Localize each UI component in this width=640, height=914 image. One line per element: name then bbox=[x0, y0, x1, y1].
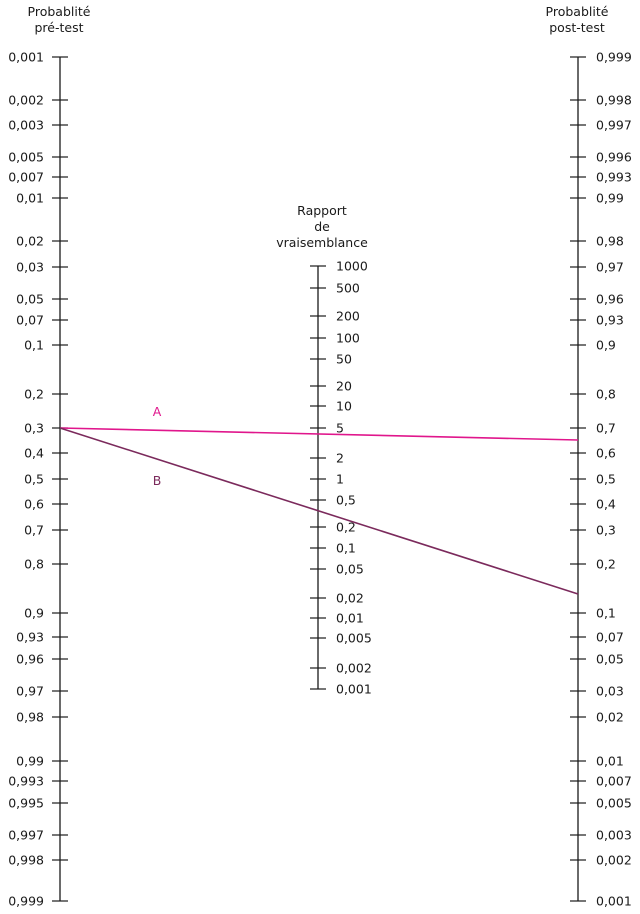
pretest-tick-label: 0,05 bbox=[16, 292, 44, 307]
lr-title-line3: vraisemblance bbox=[276, 235, 368, 250]
pretest-title-line2: pré-test bbox=[34, 20, 84, 35]
posttest-tick-label: 0,05 bbox=[596, 652, 624, 667]
likelihood-ratio-tick-label: 0,1 bbox=[336, 541, 356, 556]
pretest-tick-label: 0,99 bbox=[16, 754, 44, 769]
posttest-tick-label: 0,7 bbox=[596, 421, 616, 436]
line-a-label: A bbox=[153, 404, 162, 419]
pretest-tick-label: 0,6 bbox=[24, 497, 44, 512]
likelihood-ratio-tick-label: 0,2 bbox=[336, 520, 356, 535]
posttest-tick-label: 0,007 bbox=[596, 774, 632, 789]
likelihood-ratio-tick-label: 0,005 bbox=[336, 631, 372, 646]
posttest-tick-label: 0,96 bbox=[596, 292, 624, 307]
posttest-tick-label: 0,93 bbox=[596, 313, 624, 328]
line-a bbox=[59, 427, 579, 441]
posttest-tick-label: 0,005 bbox=[596, 796, 632, 811]
posttest-tick-label: 0,8 bbox=[596, 387, 616, 402]
line-b-label: B bbox=[153, 473, 162, 488]
pretest-tick-label: 0,02 bbox=[16, 234, 44, 249]
pretest-tick-label: 0,03 bbox=[16, 260, 44, 275]
likelihood-ratio-tick-label: 0,5 bbox=[336, 493, 356, 508]
pretest-tick-label: 0,97 bbox=[16, 684, 44, 699]
posttest-tick-label: 0,3 bbox=[596, 523, 616, 538]
posttest-tick-label: 0,996 bbox=[596, 150, 632, 165]
posttest-tick-label: 0,002 bbox=[596, 853, 632, 868]
pretest-tick-label: 0,002 bbox=[8, 93, 44, 108]
posttest-tick-label: 0,003 bbox=[596, 828, 632, 843]
lr-title-line1: Rapport bbox=[297, 203, 347, 218]
posttest-tick-label: 0,997 bbox=[596, 118, 632, 133]
likelihood-ratio-tick-label: 0,001 bbox=[336, 682, 372, 697]
pretest-tick-label: 0,7 bbox=[24, 523, 44, 538]
pretest-tick-label: 0,5 bbox=[24, 472, 44, 487]
pretest-tick-label: 0,93 bbox=[16, 630, 44, 645]
posttest-tick-label: 0,98 bbox=[596, 234, 624, 249]
likelihood-ratio-tick-label: 0,01 bbox=[336, 611, 364, 626]
pretest-tick-label: 0,993 bbox=[8, 774, 44, 789]
posttest-title-line2: post-test bbox=[549, 20, 605, 35]
pretest-tick-label: 0,995 bbox=[8, 796, 44, 811]
posttest-tick-label: 0,998 bbox=[596, 93, 632, 108]
likelihood-ratio-tick-label: 200 bbox=[336, 309, 360, 324]
pretest-title-line1: Probablité bbox=[27, 4, 91, 19]
posttest-tick-label: 0,2 bbox=[596, 557, 616, 572]
posttest-tick-label: 0,02 bbox=[596, 710, 624, 725]
posttest-tick-label: 0,999 bbox=[596, 50, 632, 65]
pretest-title: Probablité pré-test bbox=[14, 4, 104, 36]
pretest-tick-label: 0,2 bbox=[24, 387, 44, 402]
posttest-tick-label: 0,1 bbox=[596, 606, 616, 621]
posttest-tick-label: 0,97 bbox=[596, 260, 624, 275]
pretest-tick-label: 0,4 bbox=[24, 446, 44, 461]
posttest-tick-label: 0,993 bbox=[596, 170, 632, 185]
likelihood-ratio-tick-label: 1000 bbox=[336, 259, 368, 274]
posttest-title-line1: Probablité bbox=[545, 4, 609, 19]
likelihood-ratio-title: Rapport de vraisemblance bbox=[267, 203, 377, 251]
posttest-tick-label: 0,001 bbox=[596, 894, 632, 909]
likelihood-ratio-tick-label: 0,05 bbox=[336, 562, 364, 577]
likelihood-ratio-tick-label: 5 bbox=[336, 421, 344, 436]
posttest-tick-label: 0,99 bbox=[596, 191, 624, 206]
pretest-tick-label: 0,9 bbox=[24, 606, 44, 621]
posttest-tick-label: 0,4 bbox=[596, 497, 616, 512]
likelihood-ratio-tick-label: 100 bbox=[336, 331, 360, 346]
pretest-tick-label: 0,997 bbox=[8, 828, 44, 843]
pretest-tick-label: 0,003 bbox=[8, 118, 44, 133]
pretest-tick-label: 0,01 bbox=[16, 191, 44, 206]
posttest-tick-label: 0,03 bbox=[596, 684, 624, 699]
pretest-tick-label: 0,998 bbox=[8, 853, 44, 868]
line-b bbox=[59, 427, 579, 595]
likelihood-ratio-tick-label: 2 bbox=[336, 451, 344, 466]
posttest-title: Probablité post-test bbox=[532, 4, 622, 36]
posttest-tick-label: 0,6 bbox=[596, 446, 616, 461]
posttest-tick-label: 0,9 bbox=[596, 338, 616, 353]
lr-title-line2: de bbox=[314, 219, 330, 234]
pretest-tick-label: 0,3 bbox=[24, 421, 44, 436]
pretest-tick-label: 0,1 bbox=[24, 338, 44, 353]
pretest-tick-label: 0,001 bbox=[8, 50, 44, 65]
posttest-tick-label: 0,07 bbox=[596, 630, 624, 645]
pretest-tick-label: 0,07 bbox=[16, 313, 44, 328]
likelihood-ratio-tick-label: 50 bbox=[336, 352, 352, 367]
pretest-tick-label: 0,96 bbox=[16, 652, 44, 667]
likelihood-ratio-tick-label: 20 bbox=[336, 379, 352, 394]
likelihood-ratio-tick-label: 0,002 bbox=[336, 661, 372, 676]
pretest-tick-label: 0,999 bbox=[8, 894, 44, 909]
pretest-tick-label: 0,98 bbox=[16, 710, 44, 725]
pretest-tick-label: 0,8 bbox=[24, 557, 44, 572]
likelihood-ratio-tick-label: 10 bbox=[336, 399, 352, 414]
pretest-tick-label: 0,005 bbox=[8, 150, 44, 165]
posttest-tick-label: 0,01 bbox=[596, 754, 624, 769]
likelihood-ratio-tick-label: 0,02 bbox=[336, 591, 364, 606]
likelihood-ratio-tick-label: 1 bbox=[336, 472, 344, 487]
likelihood-ratio-tick-label: 500 bbox=[336, 281, 360, 296]
pretest-tick-label: 0,007 bbox=[8, 170, 44, 185]
posttest-tick-label: 0,5 bbox=[596, 472, 616, 487]
